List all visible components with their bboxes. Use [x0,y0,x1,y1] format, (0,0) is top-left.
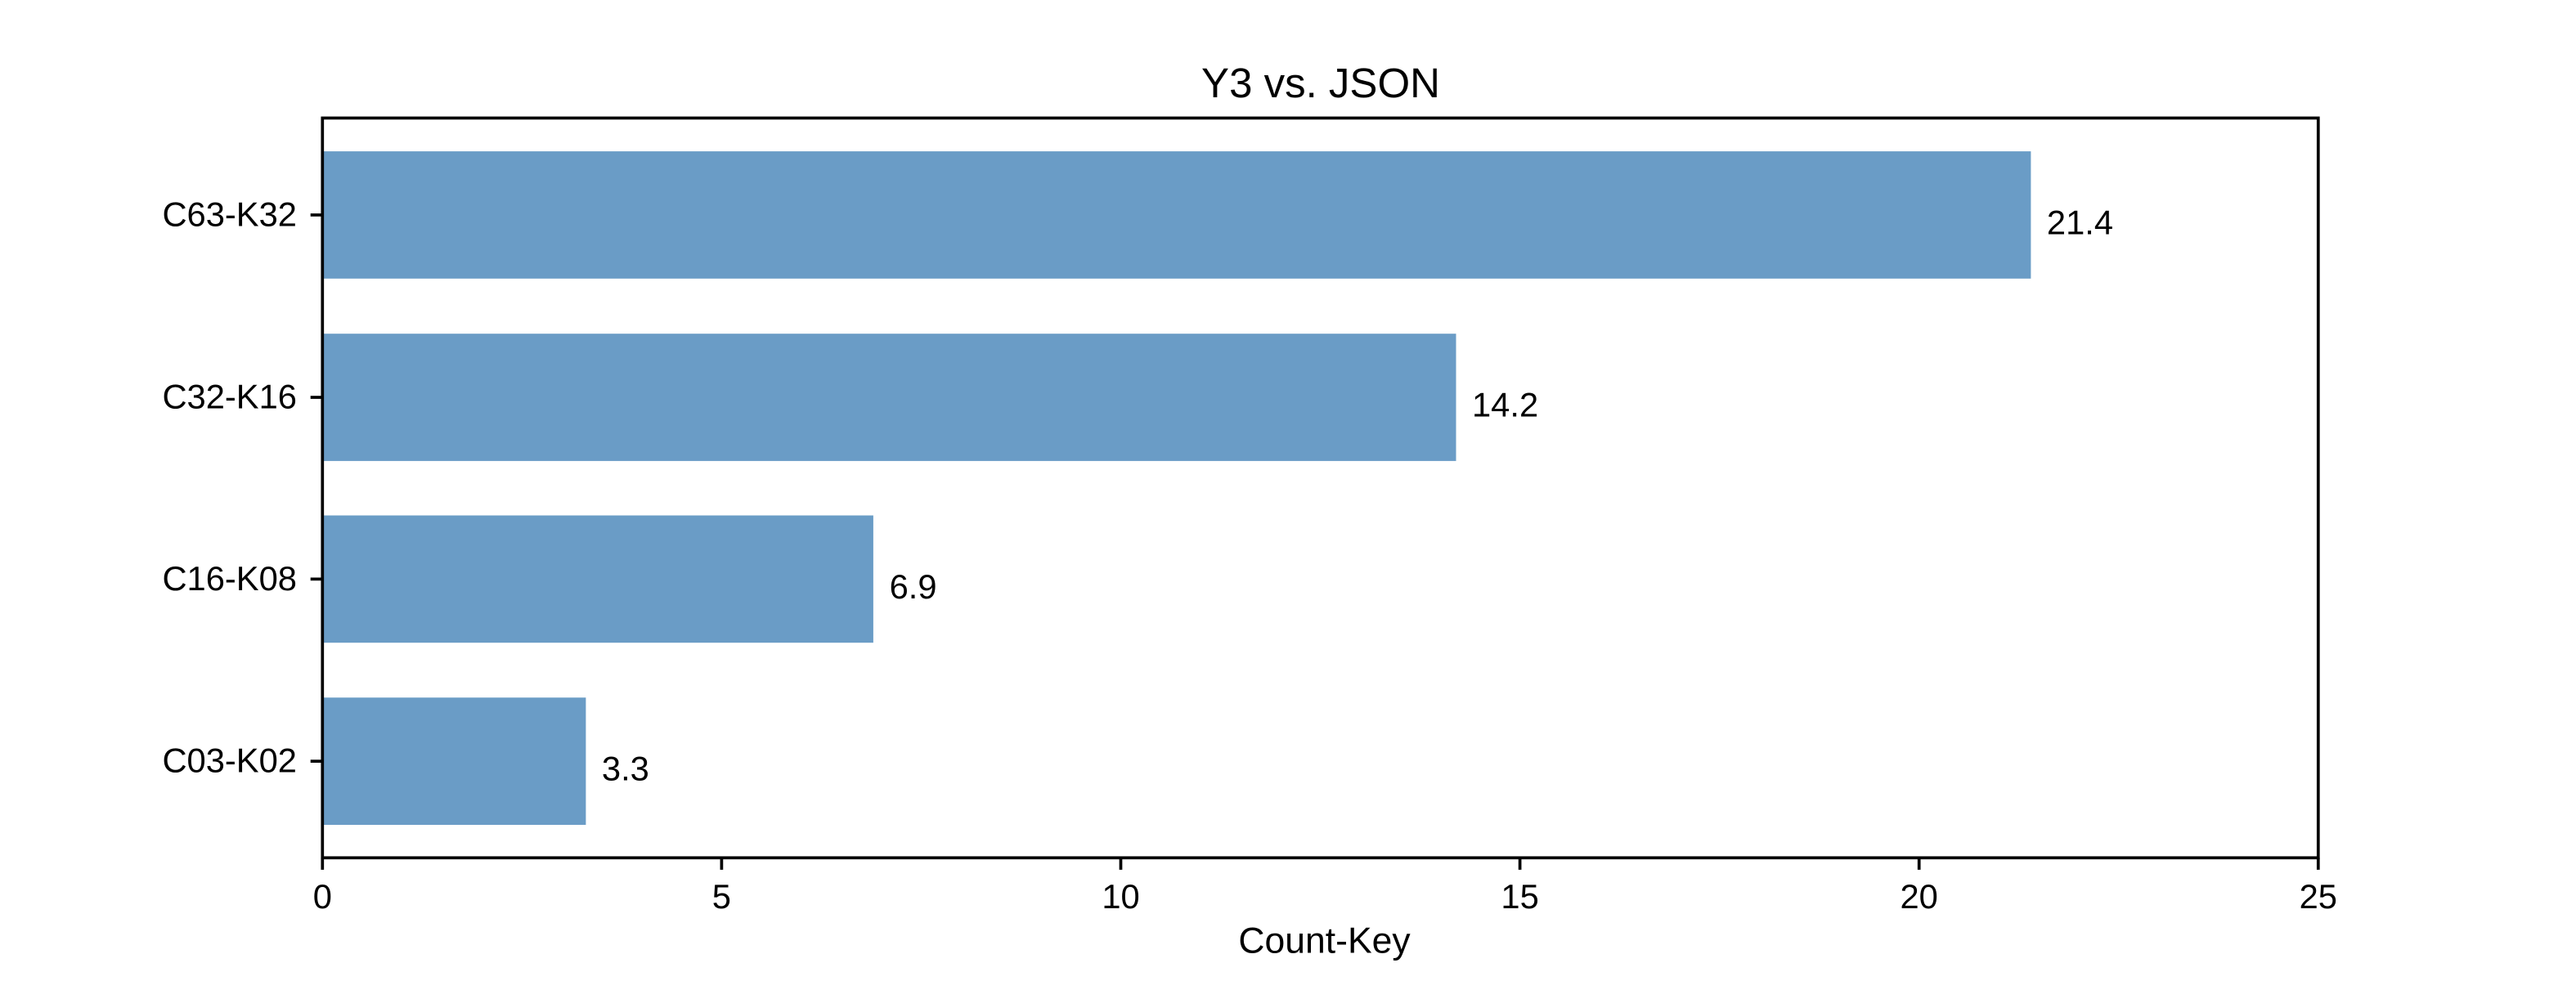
svg-text:6.9: 6.9 [890,567,937,606]
svg-text:Y3 vs. JSON: Y3 vs. JSON [1201,60,1440,106]
svg-text:10: 10 [1102,877,1139,916]
svg-text:3.3: 3.3 [602,750,649,788]
svg-text:C63-K32: C63-K32 [162,195,297,233]
svg-text:Count-Key: Count-Key [1238,921,1411,961]
svg-text:0: 0 [313,877,332,916]
svg-text:20: 20 [1901,877,1938,916]
svg-text:C03-K02: C03-K02 [162,741,297,780]
svg-text:25: 25 [2300,877,2337,916]
svg-text:15: 15 [1501,877,1538,916]
svg-text:C16-K08: C16-K08 [162,559,297,598]
svg-text:14.2: 14.2 [1472,385,1538,423]
svg-text:5: 5 [712,877,731,916]
svg-text:21.4: 21.4 [2047,203,2113,241]
svg-text:C32-K16: C32-K16 [162,377,297,415]
